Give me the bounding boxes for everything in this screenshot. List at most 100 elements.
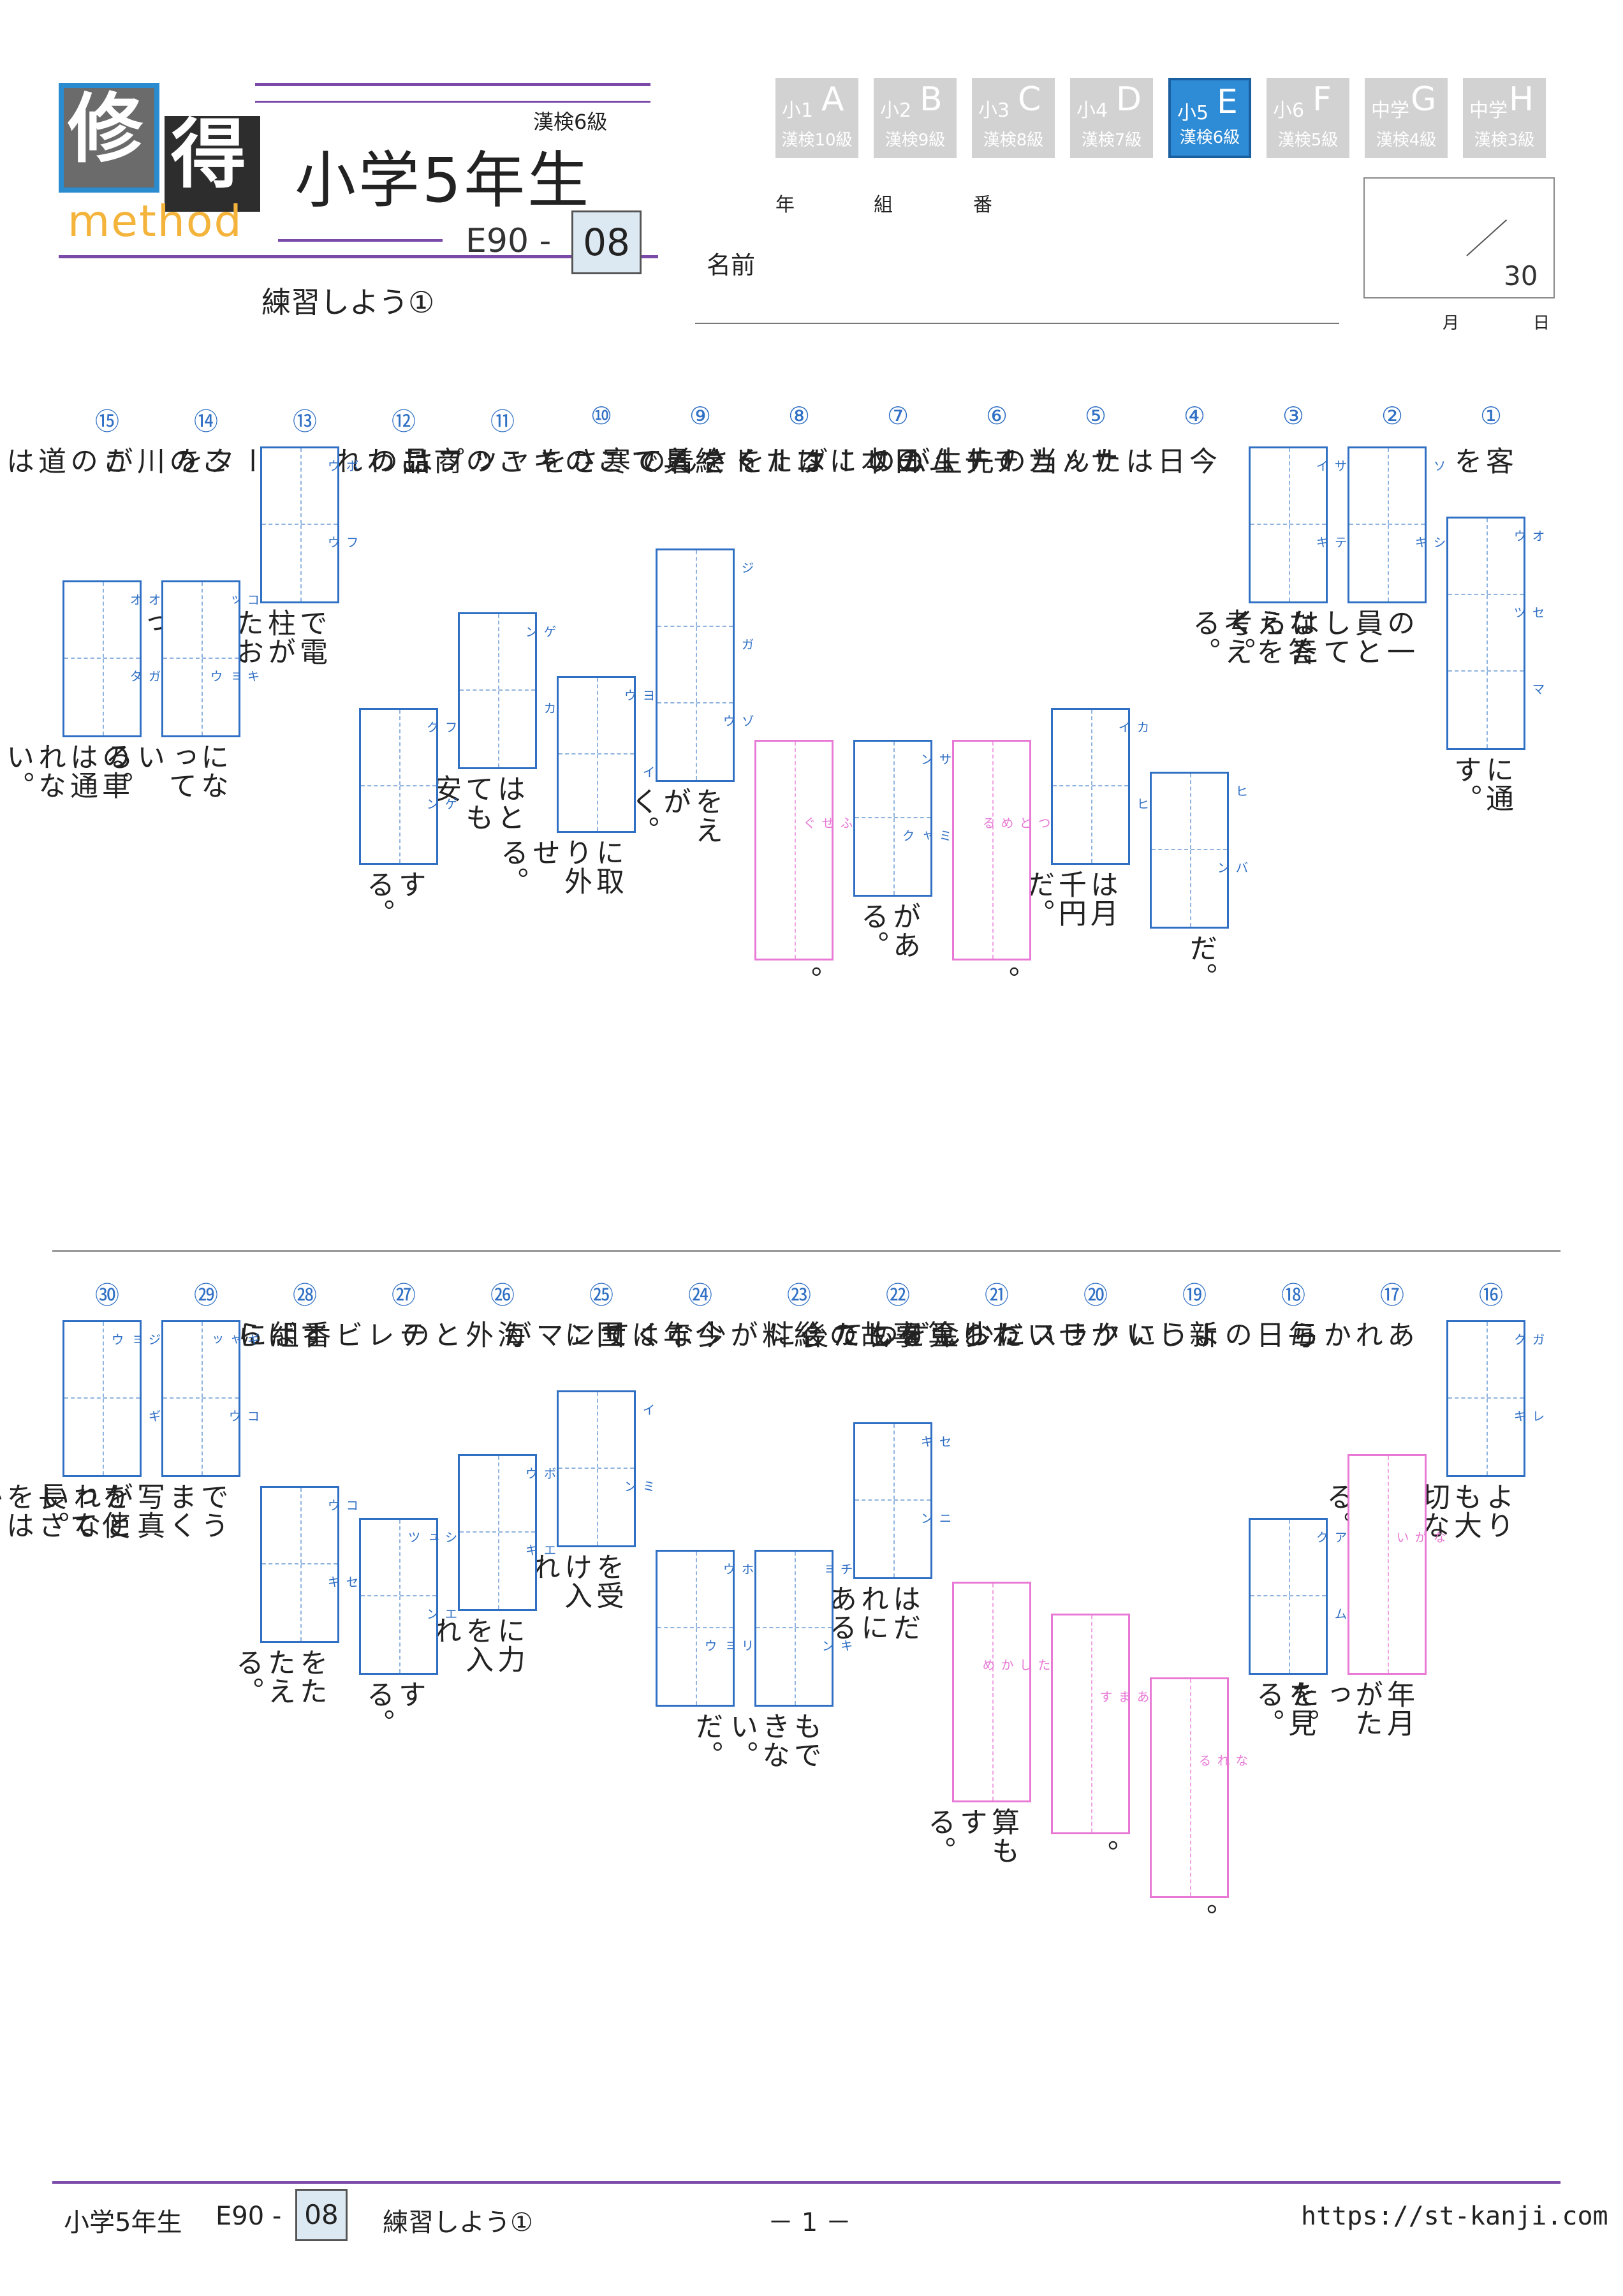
name-field[interactable] bbox=[695, 323, 1339, 324]
level-tab-1[interactable]: 小1 A 漢検10級 bbox=[775, 78, 858, 158]
answer-cell[interactable] bbox=[657, 550, 733, 627]
kanji-answer-box[interactable] bbox=[1446, 517, 1525, 750]
level-tab-8[interactable]: 中学 H 漢検3級 bbox=[1463, 78, 1546, 158]
answer-cell[interactable] bbox=[1251, 525, 1326, 601]
answer-cell[interactable] bbox=[855, 1424, 930, 1501]
answer-cell[interactable] bbox=[559, 1392, 634, 1469]
kanji-answer-box[interactable] bbox=[656, 1550, 735, 1707]
kanji-answer-box[interactable] bbox=[161, 1320, 240, 1477]
answer-cell[interactable] bbox=[1053, 1615, 1128, 1832]
answer-cell[interactable] bbox=[163, 1322, 239, 1399]
answer-cell[interactable] bbox=[1053, 786, 1128, 863]
answer-cell[interactable] bbox=[361, 786, 436, 863]
level-tab-7[interactable]: 中学 G 漢検4級 bbox=[1365, 78, 1448, 158]
answer-cell[interactable] bbox=[262, 1488, 337, 1564]
answer-cell[interactable] bbox=[64, 582, 140, 659]
answer-cell[interactable] bbox=[855, 742, 930, 818]
level-tab-3[interactable]: 小3 C 漢検8級 bbox=[972, 78, 1055, 158]
answer-cell[interactable] bbox=[163, 659, 239, 735]
answer-cell[interactable] bbox=[1251, 1520, 1326, 1596]
answer-cell[interactable] bbox=[657, 627, 733, 703]
answer-cell[interactable] bbox=[361, 1520, 436, 1596]
kanji-answer-box[interactable] bbox=[557, 676, 636, 833]
answer-cell[interactable] bbox=[756, 1628, 832, 1705]
answer-cell[interactable] bbox=[954, 1584, 1029, 1800]
kanji-answer-box[interactable] bbox=[458, 1454, 537, 1611]
answer-cell[interactable] bbox=[460, 1456, 535, 1533]
month-label: 月 bbox=[1443, 314, 1460, 333]
question-number: ⑤ bbox=[1084, 402, 1107, 430]
okurigana-answer-box[interactable] bbox=[952, 740, 1031, 960]
answer-cell[interactable] bbox=[1152, 1679, 1227, 1896]
kanji-answer-box[interactable] bbox=[458, 612, 537, 769]
answer-cell[interactable] bbox=[262, 1564, 337, 1641]
answer-cell[interactable] bbox=[657, 1628, 733, 1705]
okurigana-answer-box[interactable] bbox=[1348, 1454, 1427, 1675]
answer-cell[interactable] bbox=[460, 691, 535, 767]
kanji-answer-box[interactable] bbox=[62, 580, 142, 737]
answer-cell[interactable] bbox=[1448, 672, 1524, 748]
answer-cell[interactable] bbox=[64, 659, 140, 735]
answer-cell[interactable] bbox=[163, 1399, 239, 1475]
kanji-answer-box[interactable] bbox=[161, 580, 240, 737]
answer-cell[interactable] bbox=[64, 1322, 140, 1399]
kanji-answer-box[interactable] bbox=[557, 1390, 636, 1547]
site-url[interactable]: https://st-kanji.com bbox=[1301, 2202, 1608, 2231]
answer-cell[interactable] bbox=[559, 678, 634, 754]
answer-cell[interactable] bbox=[855, 1501, 930, 1577]
answer-cell[interactable] bbox=[1448, 1399, 1524, 1475]
answer-cell[interactable] bbox=[1053, 710, 1128, 786]
answer-cell[interactable] bbox=[1448, 1322, 1524, 1399]
score-box[interactable] bbox=[1363, 177, 1555, 298]
answer-cell[interactable] bbox=[460, 1533, 535, 1609]
answer-cell[interactable] bbox=[163, 582, 239, 659]
answer-cell[interactable] bbox=[954, 742, 1029, 959]
okurigana-answer-box[interactable] bbox=[1150, 1677, 1229, 1898]
okurigana-answer-box[interactable] bbox=[754, 740, 834, 960]
answer-cell[interactable] bbox=[1448, 595, 1524, 672]
header-rule-top bbox=[255, 83, 650, 86]
answer-cell[interactable] bbox=[1349, 448, 1425, 525]
answer-cell[interactable] bbox=[1251, 1596, 1326, 1673]
kanji-answer-box[interactable] bbox=[1249, 1518, 1328, 1675]
kanji-answer-box[interactable] bbox=[656, 548, 735, 782]
answer-cell[interactable] bbox=[657, 1552, 733, 1628]
answer-cell[interactable] bbox=[460, 614, 535, 691]
kanji-answer-box[interactable] bbox=[62, 1320, 142, 1477]
answer-cell[interactable] bbox=[1251, 448, 1326, 525]
level-tab-4[interactable]: 小4 D 漢検7級 bbox=[1070, 78, 1153, 158]
kanji-answer-box[interactable] bbox=[853, 740, 932, 897]
answer-cell[interactable] bbox=[1152, 774, 1227, 850]
answer-cell[interactable] bbox=[262, 525, 337, 601]
answer-cell[interactable] bbox=[361, 710, 436, 786]
answer-cell[interactable] bbox=[361, 1596, 436, 1673]
answer-cell[interactable] bbox=[559, 754, 634, 831]
kanji-answer-box[interactable] bbox=[359, 1518, 438, 1675]
kanji-answer-box[interactable] bbox=[1446, 1320, 1525, 1477]
answer-cell[interactable] bbox=[262, 448, 337, 525]
answer-cell[interactable] bbox=[756, 742, 832, 959]
kanji-answer-box[interactable] bbox=[853, 1422, 932, 1579]
kanji-answer-box[interactable] bbox=[1150, 772, 1229, 929]
kanji-answer-box[interactable] bbox=[1348, 446, 1427, 603]
level-tab-2[interactable]: 小2 B 漢検9級 bbox=[874, 78, 957, 158]
kanji-answer-box[interactable] bbox=[260, 446, 339, 603]
answer-cell[interactable] bbox=[559, 1469, 634, 1545]
kanji-answer-box[interactable] bbox=[754, 1550, 834, 1707]
kanji-answer-box[interactable] bbox=[260, 1486, 339, 1643]
kanji-answer-box[interactable] bbox=[1249, 446, 1328, 603]
level-tab-6[interactable]: 小6 F 漢検5級 bbox=[1267, 78, 1349, 158]
okurigana-answer-box[interactable] bbox=[952, 1582, 1031, 1802]
answer-cell[interactable] bbox=[1152, 850, 1227, 927]
answer-cell[interactable] bbox=[64, 1399, 140, 1475]
answer-cell[interactable] bbox=[756, 1552, 832, 1628]
okurigana-answer-box[interactable] bbox=[1051, 1614, 1130, 1834]
level-tab-5[interactable]: 小5 E 漢検6級 bbox=[1168, 78, 1251, 158]
answer-cell[interactable] bbox=[1349, 525, 1425, 601]
answer-cell[interactable] bbox=[855, 818, 930, 895]
answer-cell[interactable] bbox=[1448, 519, 1524, 595]
kanji-answer-box[interactable] bbox=[359, 708, 438, 865]
kanji-answer-box[interactable] bbox=[1051, 708, 1130, 865]
answer-cell[interactable] bbox=[1349, 1456, 1425, 1673]
answer-cell[interactable] bbox=[657, 703, 733, 780]
